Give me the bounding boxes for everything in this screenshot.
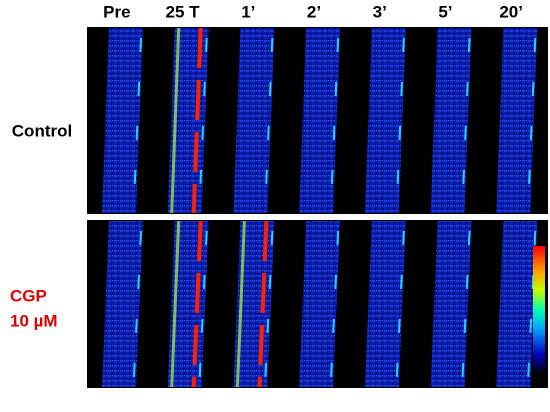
column-label: 3’ [373,2,387,21]
warm-streak [170,27,181,214]
fiber [430,221,472,387]
edge-streak [461,37,471,204]
hot-streak [191,27,203,214]
column-label: 1’ [241,2,255,21]
color-scale [533,246,545,374]
fiber [364,28,406,213]
fiber [430,28,472,213]
row-label: CGP [10,286,47,305]
fiber [364,221,406,387]
edge-streak [133,37,142,204]
fiber [299,221,341,387]
edge-streak [264,37,274,204]
warm-streak [235,220,246,388]
row-label: 10 µM [10,311,58,330]
column-label: 5’ [438,2,452,21]
row-separator [87,214,548,220]
edge-streak [527,37,537,204]
edge-streak [330,37,340,204]
warm-streak [170,220,181,388]
fiber [233,28,275,213]
fiber [496,28,538,213]
column-label: 20’ [499,2,523,21]
row-label: Control [12,121,72,140]
hot-streak [257,220,269,388]
column-label: Pre [103,2,130,21]
panels [102,27,538,388]
fiber [102,28,143,213]
fiber [299,28,341,213]
edge-streak [395,37,405,204]
column-label: 25 T [166,2,201,21]
column-label: 2’ [307,2,321,21]
fiber [496,221,538,387]
fiber [102,221,143,387]
hot-streak [191,220,203,388]
edge-streak [198,37,208,204]
